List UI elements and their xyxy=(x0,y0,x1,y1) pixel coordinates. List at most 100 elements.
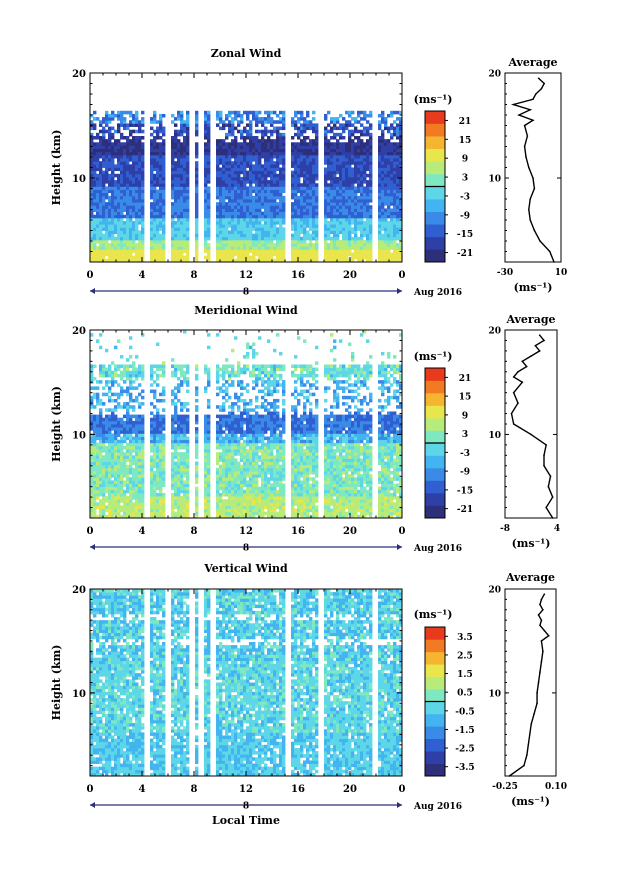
heatmap-cell xyxy=(153,455,157,459)
heatmap-cell xyxy=(156,508,160,513)
heatmap-cell xyxy=(138,483,142,488)
heatmap-cell xyxy=(225,136,229,140)
heatmap-cell xyxy=(141,243,145,247)
heatmap-cell xyxy=(108,208,112,212)
heatmap-cell xyxy=(228,249,232,253)
heatmap-cell xyxy=(117,255,121,260)
heatmap-cell xyxy=(216,224,220,228)
heatmap-cell xyxy=(114,464,118,469)
heatmap-cell xyxy=(342,180,346,184)
heatmap-cell xyxy=(384,126,388,131)
heatmap-cell xyxy=(174,417,178,422)
heatmap-cell xyxy=(153,464,157,469)
heatmap-cell xyxy=(243,145,247,149)
heatmap-cell xyxy=(186,258,190,263)
heatmap-cell xyxy=(258,186,262,190)
heatmap-cell xyxy=(396,180,400,184)
heatmap-cell xyxy=(315,202,319,206)
heatmap-cell xyxy=(324,161,328,165)
heatmap-cell xyxy=(360,233,364,238)
heatmap-cell xyxy=(93,449,97,453)
heatmap-cell xyxy=(96,224,100,228)
heatmap-cell xyxy=(141,489,145,494)
heatmap-cell xyxy=(120,110,124,115)
heatmap-cell xyxy=(228,176,232,181)
heatmap-cell xyxy=(336,221,340,225)
heatmap-cell xyxy=(177,183,181,187)
heatmap-cell xyxy=(108,427,112,431)
heatmap-cell xyxy=(396,258,400,263)
heatmap-cell xyxy=(162,373,166,378)
heatmap-cell xyxy=(126,511,130,516)
heatmap-cell xyxy=(252,117,256,121)
heatmap-cell xyxy=(159,205,163,209)
heatmap-cell xyxy=(96,154,100,159)
heatmap-cell xyxy=(249,148,253,153)
heatmap-cell xyxy=(138,126,142,131)
heatmap-cell xyxy=(219,176,223,181)
heatmap-cell xyxy=(231,132,235,137)
heatmap-cell xyxy=(117,483,121,488)
heatmap-cell xyxy=(366,151,370,156)
heatmap-cell xyxy=(297,233,301,238)
heatmap-cell xyxy=(129,345,133,350)
heatmap-cell xyxy=(105,480,109,484)
heatmap-cell xyxy=(132,183,136,187)
heatmap-cell xyxy=(249,202,253,206)
heatmap-cell xyxy=(132,211,136,216)
heatmap-cell xyxy=(99,199,103,203)
heatmap-cell xyxy=(159,243,163,247)
heatmap-cell xyxy=(105,233,109,238)
heatmap-cell xyxy=(291,142,295,146)
heatmap-cell xyxy=(123,189,127,194)
heatmap-cell xyxy=(315,239,319,244)
heatmap-cell xyxy=(345,142,349,146)
heatmap-cell xyxy=(150,464,154,469)
heatmap-cell xyxy=(138,480,142,484)
heatmap-cell xyxy=(324,186,328,190)
heatmap-cell xyxy=(390,164,394,168)
heatmap-cell xyxy=(324,205,328,209)
heatmap-cell xyxy=(231,208,235,212)
heatmap-cell xyxy=(150,132,154,137)
heatmap-cell xyxy=(336,145,340,149)
heatmap-cell xyxy=(177,233,181,238)
heatmap-cell xyxy=(162,214,166,219)
heatmap-cell xyxy=(225,233,229,238)
heatmap-cell xyxy=(342,186,346,190)
heatmap-cell xyxy=(114,367,118,372)
heatmap-cell xyxy=(270,161,274,165)
heatmap-cell xyxy=(384,252,388,257)
heatmap-cell xyxy=(159,430,163,434)
heatmap-cell xyxy=(315,170,319,175)
heatmap-cell xyxy=(234,205,238,209)
heatmap-cell xyxy=(219,224,223,228)
heatmap-cell xyxy=(306,120,310,124)
heatmap-cell xyxy=(342,117,346,121)
heatmap-cell xyxy=(96,180,100,184)
heatmap-cell xyxy=(357,176,361,181)
heatmap-cell xyxy=(108,217,112,222)
heatmap-cell xyxy=(102,170,106,175)
heatmap-cell xyxy=(390,142,394,146)
heatmap-cell xyxy=(360,183,364,187)
heatmap-cell xyxy=(252,195,256,200)
heatmap-cell xyxy=(357,120,361,124)
heatmap-cell xyxy=(369,110,373,115)
heatmap-cell xyxy=(279,205,283,209)
heatmap-cell xyxy=(345,164,349,168)
heatmap-cell xyxy=(180,148,184,153)
heatmap-cell xyxy=(378,202,382,206)
heatmap-cell xyxy=(228,214,232,219)
heatmap-cell xyxy=(204,230,208,235)
heatmap-cell xyxy=(177,227,181,231)
heatmap-cell xyxy=(219,167,223,172)
heatmap-cell xyxy=(279,176,283,181)
heatmap-cell xyxy=(261,243,265,247)
heatmap-cell xyxy=(333,186,337,190)
heatmap-cell xyxy=(117,113,121,118)
heatmap-cell xyxy=(105,217,109,222)
heatmap-cell xyxy=(117,214,121,219)
heatmap-cell xyxy=(162,145,166,149)
heatmap-cell xyxy=(339,154,343,159)
